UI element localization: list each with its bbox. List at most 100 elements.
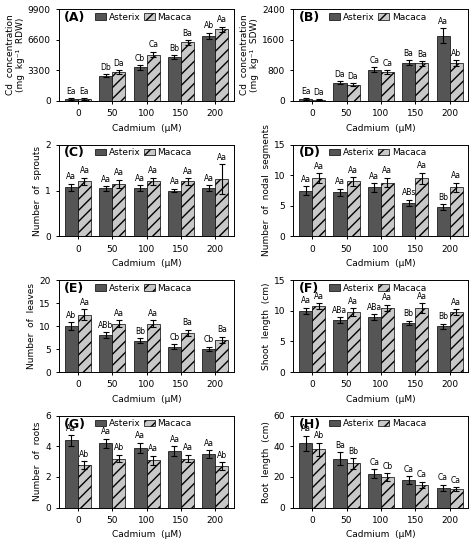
Bar <box>168 57 181 101</box>
Text: Da: Da <box>335 70 346 78</box>
Text: Ab: Ab <box>217 451 227 460</box>
Text: Aa: Aa <box>80 298 90 307</box>
Text: Ab: Ab <box>66 311 76 320</box>
Bar <box>449 187 463 237</box>
Bar <box>112 324 125 372</box>
Text: (G): (G) <box>64 417 86 431</box>
X-axis label: Cadmium  (μM): Cadmium (μM) <box>112 259 182 268</box>
Text: Ba: Ba <box>404 49 414 58</box>
Text: Aa: Aa <box>135 174 145 183</box>
Text: Bb: Bb <box>438 193 448 202</box>
Bar <box>168 191 181 237</box>
Text: Aa: Aa <box>101 427 111 437</box>
Text: Aa: Aa <box>148 309 158 318</box>
Bar <box>415 178 428 237</box>
Bar <box>312 100 325 101</box>
Bar <box>65 187 78 237</box>
Bar <box>415 63 428 101</box>
Text: Aa: Aa <box>383 293 392 302</box>
X-axis label: Cadmium  (μM): Cadmium (μM) <box>112 395 182 404</box>
Bar <box>112 72 125 101</box>
Bar <box>134 341 146 372</box>
Bar <box>415 485 428 507</box>
Text: Bb: Bb <box>404 309 414 318</box>
Bar <box>381 72 394 101</box>
Text: Ca: Ca <box>148 40 158 50</box>
Bar <box>146 324 160 372</box>
Text: Aa: Aa <box>301 296 310 305</box>
Text: Aa: Aa <box>101 174 111 184</box>
Y-axis label: Number  of  sprouts: Number of sprouts <box>33 146 42 235</box>
Text: (B): (B) <box>299 11 320 24</box>
Bar <box>299 191 312 237</box>
Bar <box>202 349 215 372</box>
Bar <box>312 306 325 372</box>
Bar <box>112 184 125 237</box>
Bar <box>181 458 194 507</box>
Text: (F): (F) <box>299 282 319 295</box>
Text: Ba: Ba <box>182 28 192 38</box>
Text: Cb: Cb <box>135 54 145 63</box>
Text: Cb: Cb <box>204 336 214 344</box>
Text: (A): (A) <box>64 11 86 24</box>
Text: Aa: Aa <box>204 174 214 183</box>
Text: Ba: Ba <box>182 318 192 328</box>
Text: Ca: Ca <box>417 470 427 479</box>
Bar <box>402 203 415 237</box>
Text: Aa: Aa <box>148 166 158 175</box>
Text: Bb: Bb <box>135 327 145 336</box>
Text: Aa: Aa <box>182 167 192 176</box>
Y-axis label: Cd  concentration
(mg  kg⁻¹  SDW): Cd concentration (mg kg⁻¹ SDW) <box>240 15 259 95</box>
Bar <box>334 458 346 507</box>
Bar <box>215 466 228 507</box>
Text: Aa: Aa <box>314 162 324 171</box>
Text: Aa: Aa <box>417 161 427 171</box>
Legend: Asterix, Macaca: Asterix, Macaca <box>95 148 192 157</box>
Text: Da: Da <box>113 59 124 68</box>
Bar <box>99 188 112 237</box>
Text: Ca: Ca <box>369 56 379 65</box>
Text: Aa: Aa <box>438 17 448 26</box>
Text: Ab: Ab <box>314 431 324 440</box>
Y-axis label: Number  of  leaves: Number of leaves <box>27 283 36 369</box>
Legend: Asterix, Macaca: Asterix, Macaca <box>95 13 192 22</box>
Text: Bb: Bb <box>348 446 358 456</box>
Bar <box>346 181 360 237</box>
Text: Aa: Aa <box>182 444 192 452</box>
Text: Ab: Ab <box>80 450 90 458</box>
Bar <box>437 207 449 237</box>
Text: Ea: Ea <box>67 87 76 96</box>
Legend: Asterix, Macaca: Asterix, Macaca <box>329 13 426 22</box>
Bar <box>346 312 360 372</box>
Text: Da: Da <box>313 88 324 97</box>
Bar <box>299 99 312 101</box>
Text: Ca: Ca <box>383 59 392 68</box>
Bar <box>215 29 228 101</box>
Bar <box>312 450 325 507</box>
Text: (C): (C) <box>64 147 85 160</box>
Text: Aa: Aa <box>170 435 180 444</box>
Text: Aa: Aa <box>335 177 345 186</box>
Text: Ab: Ab <box>451 49 461 58</box>
Bar <box>449 489 463 507</box>
Legend: Asterix, Macaca: Asterix, Macaca <box>329 284 426 293</box>
X-axis label: Cadmium  (μM): Cadmium (μM) <box>346 530 416 540</box>
Bar <box>78 99 91 101</box>
Text: Aa: Aa <box>314 292 324 300</box>
Legend: Asterix, Macaca: Asterix, Macaca <box>95 419 192 428</box>
Text: Aa: Aa <box>348 297 358 306</box>
Bar <box>202 36 215 101</box>
Bar <box>437 326 449 372</box>
Bar <box>437 488 449 507</box>
Bar <box>168 347 181 372</box>
Bar <box>99 443 112 507</box>
Text: Aa: Aa <box>348 166 358 175</box>
Bar <box>334 320 346 372</box>
Text: Aa: Aa <box>451 298 461 307</box>
Text: ABs: ABs <box>401 189 416 197</box>
Text: Aa: Aa <box>369 172 379 181</box>
Text: Aa: Aa <box>451 171 461 180</box>
Bar <box>181 43 194 101</box>
Text: Ca: Ca <box>369 458 379 467</box>
Text: (D): (D) <box>299 147 320 160</box>
